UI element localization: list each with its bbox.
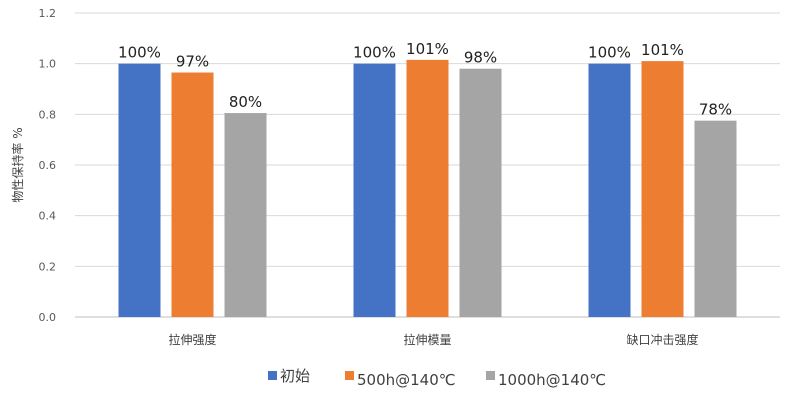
bar — [171, 72, 214, 318]
category-label: 缺口冲击强度 — [626, 332, 698, 347]
y-axis-ticks: 0.0 0.2 0.4 0.6 0.8 1.0 1.2 — [39, 7, 57, 324]
y-tick-label: 0.4 — [39, 210, 57, 223]
bar — [224, 113, 267, 317]
y-tick-label: 0.8 — [39, 108, 57, 121]
data-label: 100% — [353, 44, 396, 62]
y-tick-label: 1.2 — [39, 7, 57, 20]
data-label: 80% — [229, 93, 262, 111]
data-labels: 100% 97% 80% 100% 101% 98% 100% 101% 78% — [118, 40, 732, 119]
data-label: 101% — [641, 41, 684, 59]
category-label: 拉伸强度 — [168, 332, 216, 347]
data-label: 98% — [464, 49, 497, 67]
y-tick-label: 0.0 — [39, 311, 57, 324]
bar — [641, 61, 684, 318]
data-label: 100% — [588, 44, 631, 62]
x-axis-categories: 拉伸强度 拉伸模量 缺口冲击强度 — [168, 332, 698, 347]
legend-swatch — [345, 371, 354, 380]
bar — [353, 63, 396, 317]
legend: 初始 500h@140℃ 1000h@140℃ — [268, 367, 606, 389]
data-label: 97% — [176, 53, 209, 71]
y-tick-label: 0.2 — [39, 260, 57, 273]
legend-label: 初始 — [280, 367, 310, 385]
legend-label: 500h@140℃ — [357, 371, 456, 389]
data-label: 78% — [699, 101, 732, 119]
bar — [694, 120, 737, 318]
y-tick-label: 0.6 — [39, 159, 57, 172]
data-label: 100% — [118, 44, 161, 62]
legend-swatch — [486, 371, 495, 380]
bar — [459, 68, 502, 317]
legend-swatch — [268, 371, 277, 380]
data-label: 101% — [406, 40, 449, 58]
legend-label: 1000h@140℃ — [498, 371, 606, 389]
bar — [118, 63, 161, 317]
y-tick-label: 1.0 — [39, 58, 57, 71]
bars — [118, 59, 737, 318]
bar — [588, 63, 631, 317]
y-axis-label: 物性保持率 % — [10, 127, 25, 202]
bar — [406, 59, 449, 317]
category-label: 拉伸模量 — [403, 332, 451, 347]
